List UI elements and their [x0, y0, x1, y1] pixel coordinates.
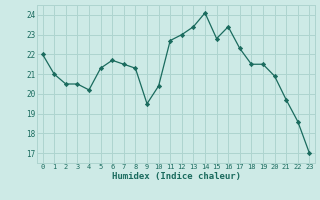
X-axis label: Humidex (Indice chaleur): Humidex (Indice chaleur): [111, 172, 241, 181]
